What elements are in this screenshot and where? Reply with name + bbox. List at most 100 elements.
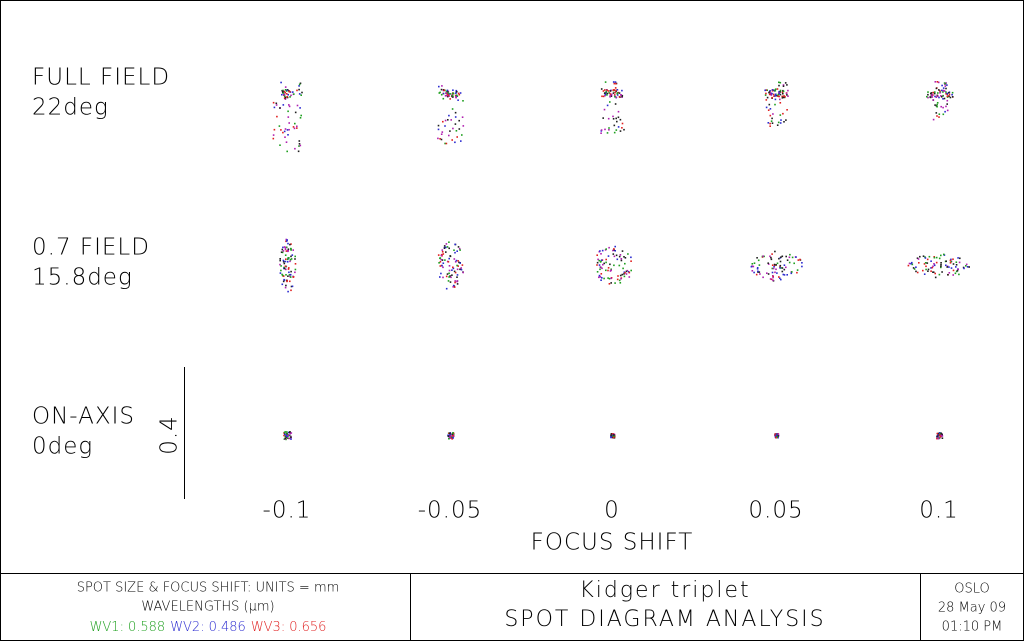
spot-dot (751, 270, 754, 272)
spot-dot (623, 256, 625, 258)
wavelengths-title: WAVELENGTHS (μm) (141, 600, 274, 615)
spot-dot (288, 274, 291, 276)
spot-dot (779, 91, 782, 93)
spot-dot (940, 96, 943, 98)
spot-dot (605, 261, 607, 264)
spot-dot (782, 273, 785, 276)
spot-dot (779, 98, 781, 101)
spot-dot (940, 263, 942, 266)
spot-dot (286, 240, 288, 242)
spot-dot (774, 94, 777, 97)
spot-dot (943, 253, 945, 256)
spot-dot (296, 89, 298, 92)
spot-dot (600, 88, 603, 90)
spot-dot (446, 89, 449, 92)
spot-dot (454, 251, 456, 254)
spot-dot (455, 92, 457, 95)
spot-dot (952, 269, 955, 272)
x-axis-label: FOCUS SHIFT (531, 530, 694, 556)
spot-dot (445, 287, 448, 290)
spot-dot (451, 269, 453, 271)
spot-dot (457, 92, 460, 95)
spot-dot (938, 113, 941, 115)
spot-dot (284, 89, 287, 91)
spot-dot (919, 255, 921, 258)
spot-dot (940, 254, 942, 257)
wavelength-value: 0.588 (128, 620, 165, 635)
spot-dot (289, 243, 291, 246)
spot-dot (612, 436, 615, 438)
spot-dot (290, 249, 292, 251)
spot-dot (607, 277, 609, 279)
spot-dot (944, 82, 947, 85)
spot-dot (282, 104, 285, 106)
row-label: FULL FIELD (32, 65, 170, 91)
spot-dot (286, 89, 289, 91)
spot-dot (601, 95, 603, 98)
spot-dot (603, 262, 605, 265)
spot-dot (288, 434, 291, 437)
wavelength-list: WV1: 0.588 WV2: 0.486 WV3: 0.656 (90, 620, 327, 635)
spot-dot (615, 254, 618, 257)
spot-dot (604, 128, 606, 131)
spot-dot (289, 273, 292, 276)
spot-dot (622, 267, 624, 270)
spot-dot (930, 92, 932, 95)
spot-dot (455, 259, 458, 262)
spot-dot (608, 246, 610, 249)
spot-dot (613, 131, 616, 134)
spot-dot (783, 268, 786, 271)
spot-dot (294, 268, 297, 271)
spot-dot (452, 437, 454, 439)
spot-dot (286, 261, 289, 263)
spot-dot (602, 263, 604, 266)
spot-dot (285, 250, 288, 252)
spot-dot (288, 271, 290, 274)
spot-dot (955, 261, 958, 263)
spot-dot (766, 272, 768, 274)
spot-dot (454, 123, 457, 125)
spot-dot (756, 267, 759, 269)
spot-dot (441, 131, 444, 133)
spot-dot (452, 286, 454, 288)
spot-dot (460, 267, 462, 269)
spot-dot (949, 262, 952, 264)
spot-dot (796, 271, 798, 274)
spot-dot (954, 272, 957, 275)
spot-dot (437, 128, 440, 131)
spot-dot (448, 257, 450, 260)
spot-dot (939, 435, 942, 438)
spot-dot (602, 117, 604, 119)
spot-dot (619, 274, 622, 277)
spot-dot (786, 84, 788, 86)
spot-dot (801, 262, 803, 264)
spot-dot (287, 242, 289, 245)
spot-dot (294, 255, 296, 258)
spot-dot (282, 89, 284, 92)
spot-dot (299, 144, 302, 147)
spot-dot (285, 434, 287, 437)
spot-dot (621, 250, 624, 252)
spot-dot (616, 89, 619, 91)
spot-dot (931, 266, 934, 269)
spot-dot (777, 121, 780, 124)
spot-dot (440, 133, 443, 135)
spot-dot (449, 93, 452, 95)
spot-dot (929, 96, 931, 98)
spot-dot (756, 257, 758, 259)
spot-dot (948, 266, 950, 268)
spot-dot (287, 248, 290, 250)
spot-dot (445, 275, 448, 278)
spot-dot (948, 92, 950, 94)
spot-dot (916, 271, 919, 274)
spot-dot (456, 276, 458, 278)
spot-dot (620, 277, 622, 280)
spot-dot (284, 96, 287, 99)
spot-dot (911, 263, 914, 266)
spot-dot (778, 95, 780, 98)
spot-dot (598, 274, 601, 277)
spot-dot (769, 122, 771, 125)
spot-dot (286, 279, 288, 282)
spot-dot (630, 260, 632, 262)
spot-dot (769, 255, 771, 258)
